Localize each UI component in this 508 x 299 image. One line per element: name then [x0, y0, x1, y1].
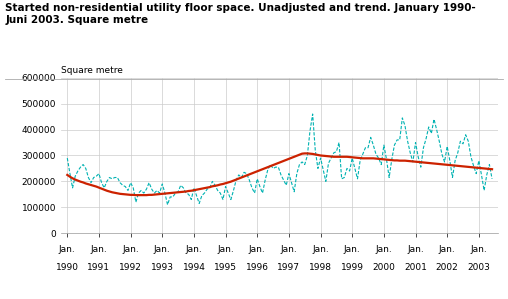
- Text: Jan.: Jan.: [439, 245, 456, 254]
- Text: 1993: 1993: [151, 263, 174, 272]
- Text: 2001: 2001: [404, 263, 427, 272]
- Text: 1997: 1997: [277, 263, 300, 272]
- Text: 1994: 1994: [182, 263, 205, 272]
- Text: 1996: 1996: [246, 263, 269, 272]
- Text: 1990: 1990: [56, 263, 79, 272]
- Text: Jan.: Jan.: [375, 245, 392, 254]
- Legend: Non-residential utility floor space,
unadjusted, Non-residential utility floor s: Non-residential utility floor space, una…: [87, 297, 450, 299]
- Text: Jan.: Jan.: [280, 245, 297, 254]
- Text: Jan.: Jan.: [312, 245, 329, 254]
- Text: Jan.: Jan.: [407, 245, 424, 254]
- Text: 1999: 1999: [341, 263, 364, 272]
- Text: Square metre: Square metre: [61, 66, 123, 75]
- Text: Jan.: Jan.: [90, 245, 107, 254]
- Text: Jan.: Jan.: [470, 245, 487, 254]
- Text: 2002: 2002: [436, 263, 459, 272]
- Text: 2000: 2000: [372, 263, 395, 272]
- Text: Jan.: Jan.: [217, 245, 234, 254]
- Text: 1998: 1998: [309, 263, 332, 272]
- Text: 1991: 1991: [87, 263, 110, 272]
- Text: Jan.: Jan.: [185, 245, 202, 254]
- Text: Started non-residential utility floor space. Unadjusted and trend. January 1990-: Started non-residential utility floor sp…: [5, 3, 476, 25]
- Text: Jan.: Jan.: [249, 245, 266, 254]
- Text: Jan.: Jan.: [59, 245, 76, 254]
- Text: 2003: 2003: [467, 263, 490, 272]
- Text: Jan.: Jan.: [154, 245, 171, 254]
- Text: Jan.: Jan.: [344, 245, 361, 254]
- Text: 1992: 1992: [119, 263, 142, 272]
- Text: Jan.: Jan.: [122, 245, 139, 254]
- Text: 1995: 1995: [214, 263, 237, 272]
